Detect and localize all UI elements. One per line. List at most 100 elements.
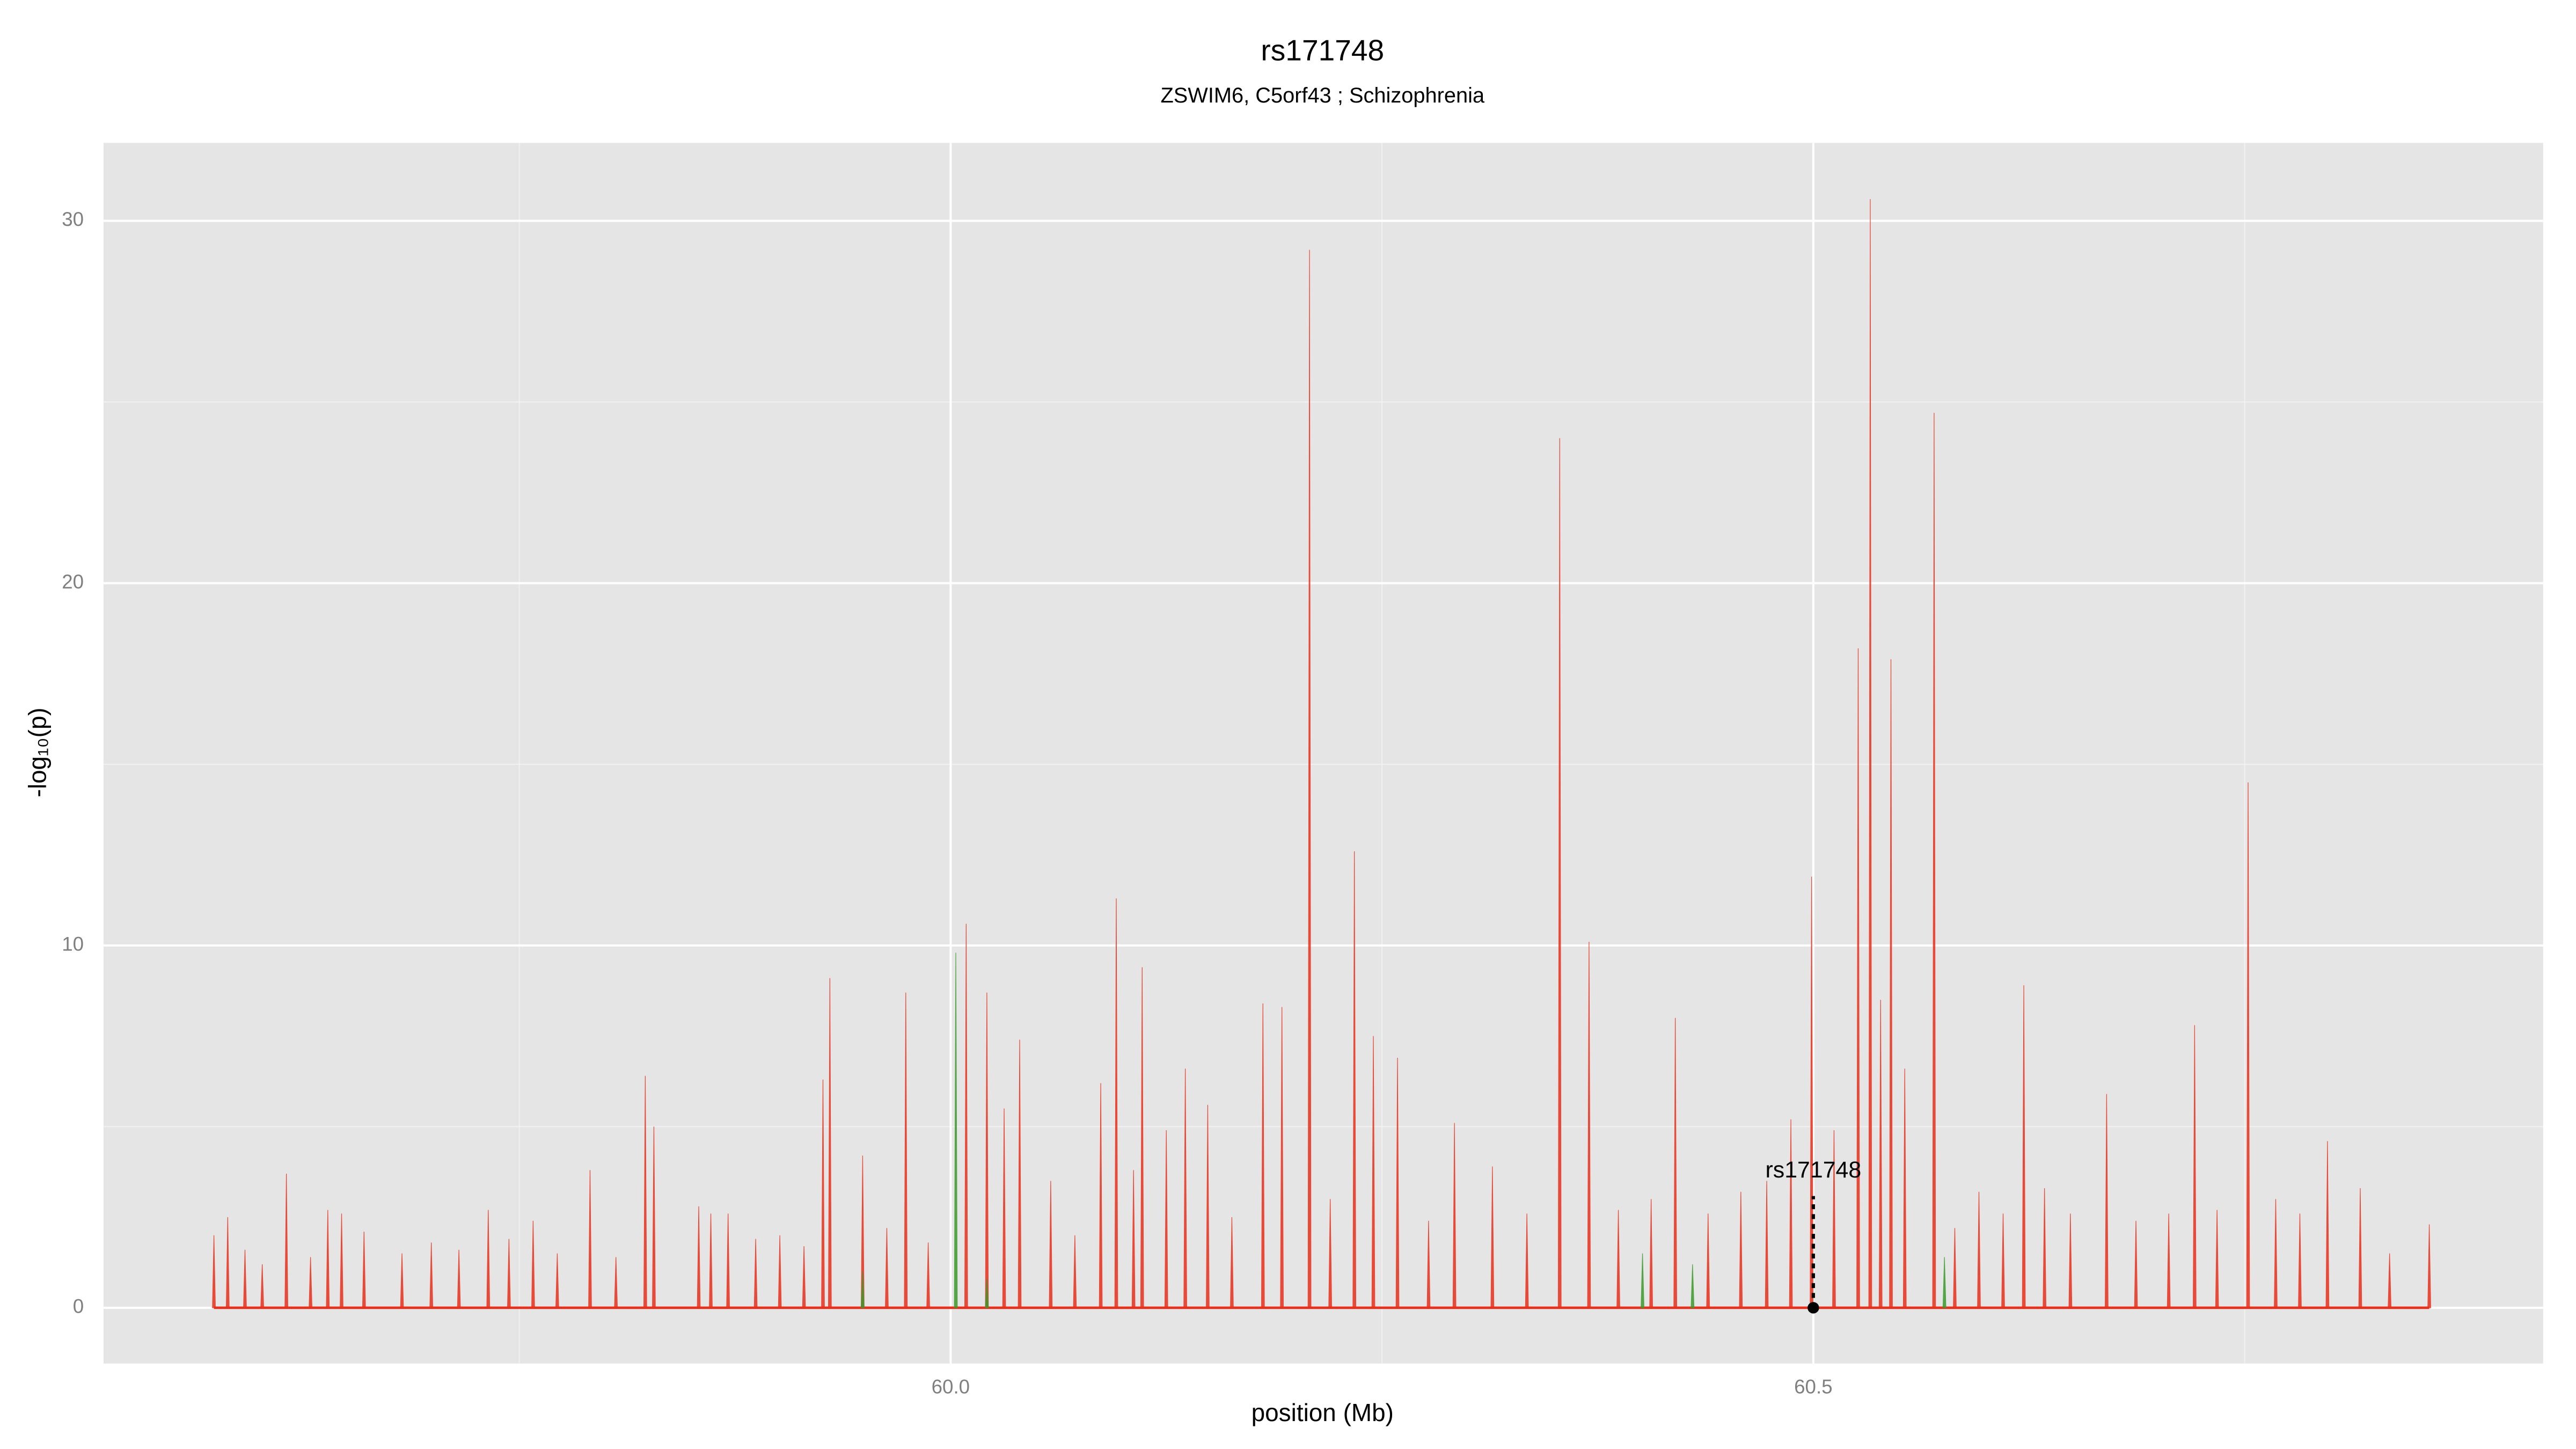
spike [726,1213,730,1308]
spike [1942,1257,1946,1308]
spike [1490,1166,1495,1308]
spike [1706,1213,1710,1308]
spike [555,1253,559,1308]
spike [1280,1007,1284,1308]
spike [861,1271,865,1308]
spike [531,1220,535,1308]
spike [260,1264,265,1308]
spike [1878,999,1883,1308]
spike [2358,1188,2362,1308]
spike [2388,1253,2392,1308]
spike [614,1257,618,1308]
spike [753,1239,758,1308]
spike [1868,199,1872,1308]
spike [1131,1170,1136,1308]
spike [652,1126,656,1308]
spike [1673,1018,1678,1308]
y-tick-label: 10 [62,933,84,955]
spike [778,1235,782,1308]
spike [2298,1213,2302,1308]
spike [309,1257,313,1308]
spike [1002,1108,1006,1308]
spike [1352,851,1357,1308]
spike [1261,1003,1265,1308]
spike [1557,438,1562,1308]
chart-subtitle: ZSWIM6, C5orf43 ; Schizophrenia [1160,84,1484,107]
spike [1328,1199,1333,1308]
spike [821,1079,825,1308]
spike [1690,1264,1695,1308]
annotation-point [1807,1302,1819,1314]
spike [326,1210,330,1308]
spike [828,978,832,1308]
spike [212,1235,216,1308]
spike [954,953,958,1308]
spike [1832,1130,1836,1308]
spike [1371,1036,1375,1308]
spike [2105,1094,2109,1308]
spike [1649,1199,1653,1308]
spike [1641,1253,1644,1308]
spike [1307,250,1312,1308]
spike [926,1242,930,1308]
spike [429,1242,434,1308]
y-tick-label: 0 [73,1296,84,1318]
spike [1018,1040,1022,1308]
spike [284,1174,289,1308]
x-tick-label: 60.5 [1794,1375,1832,1397]
spike [225,1217,230,1308]
plot-panel [103,143,2543,1364]
annotation-label: rs171748 [1766,1157,1862,1183]
spike [400,1253,404,1308]
spike [1789,1119,1793,1308]
spike [1953,1228,1957,1308]
spike [1889,659,1893,1308]
spike [1902,1069,1907,1308]
spike [802,1246,806,1308]
spike [885,1228,889,1308]
spike [1206,1104,1210,1308]
spike [1452,1123,1457,1308]
spike [1616,1210,1620,1308]
spike [2001,1213,2005,1308]
y-tick-label: 20 [62,570,84,592]
spike [1426,1220,1431,1308]
spike [2215,1210,2219,1308]
spike [1183,1069,1187,1308]
spike [985,1278,989,1308]
spike [340,1213,343,1308]
y-axis-label: -log₁₀(p) [24,707,52,797]
spike [2427,1224,2431,1308]
spike [904,992,908,1308]
x-axis-label: position (Mb) [1252,1399,1394,1426]
spike [643,1075,647,1308]
spike [1977,1191,1981,1308]
spike [507,1239,511,1308]
spike [1140,967,1144,1308]
spike [1856,648,1860,1308]
spike [2043,1188,2047,1308]
marks [212,199,2431,1314]
spike [964,924,968,1308]
spike [2274,1199,2278,1308]
spike [2068,1213,2073,1308]
spike [1739,1191,1743,1308]
spike [1587,941,1591,1308]
spike [1073,1235,1077,1308]
spike [697,1206,701,1308]
spike [709,1213,713,1308]
spike [457,1249,461,1308]
spike [2246,782,2250,1308]
spike [1932,413,1936,1308]
spike [1099,1083,1103,1308]
spike [2134,1220,2138,1308]
spike [1525,1213,1529,1308]
spike [2192,1025,2197,1308]
spike [1049,1181,1053,1308]
spike [2022,985,2026,1308]
spike [243,1249,247,1308]
spike [1230,1217,1234,1308]
spike [588,1170,592,1308]
